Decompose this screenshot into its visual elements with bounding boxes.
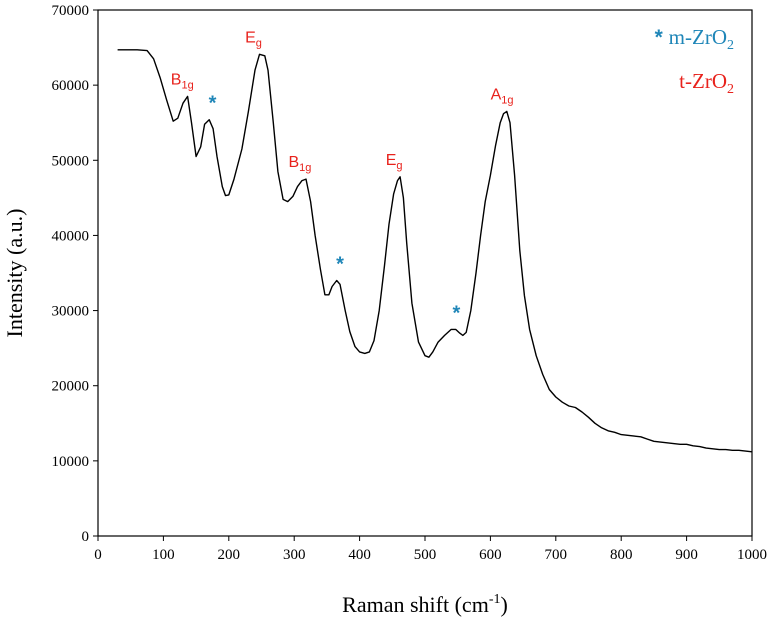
x-tick-label-10: 1000 xyxy=(737,547,767,563)
peak-label-2: B1g xyxy=(289,154,312,174)
ticks: 0 100 200 300 400 500 600 700 800 900 100001000020… xyxy=(52,3,768,563)
x-tick-label-8: 800 xyxy=(610,547,633,563)
y-tick-label-0: 0 xyxy=(82,529,90,545)
x-axis-title: Raman shift (cm-1) xyxy=(342,592,508,617)
legend-entry-1: t-ZrO2 xyxy=(679,69,734,97)
x-tick-label-6: 600 xyxy=(479,547,502,563)
peak-label-1: Eg xyxy=(245,29,262,49)
y-tick-label-4: 40000 xyxy=(52,228,90,244)
axes xyxy=(97,9,753,537)
peak-label-0: B1g xyxy=(171,71,194,91)
series-line-0 xyxy=(117,49,753,453)
m-zro2-marker-1: * xyxy=(336,254,344,276)
y-axis-title: Intensity (a.u.) xyxy=(2,209,27,338)
peak-label-3: Eg xyxy=(386,152,403,172)
annotations: B1g Eg B1g Eg A1g * * * xyxy=(171,29,514,324)
peak-label-4: A1g xyxy=(491,86,514,106)
x-tick-label-9: 900 xyxy=(675,547,698,563)
y-tick-label-2: 20000 xyxy=(52,379,90,395)
axis-titles: Raman shift (cm-1) Intensity (a.u.) xyxy=(2,209,508,617)
legend: * m-ZrO2 t-ZrO2 xyxy=(655,25,734,97)
legend-entry-0: * m-ZrO2 xyxy=(655,25,734,53)
plot-frame xyxy=(97,9,753,537)
y-tick-label-1: 10000 xyxy=(52,454,90,470)
y-tick-label-5: 50000 xyxy=(52,153,90,169)
y-tick-label-6: 60000 xyxy=(52,78,90,94)
m-zro2-marker-2: * xyxy=(453,302,461,324)
y-tick-label-3: 30000 xyxy=(52,304,90,320)
y-tick-label-7: 70000 xyxy=(52,3,90,19)
x-tick-label-7: 700 xyxy=(545,547,568,563)
x-tick-label-5: 500 xyxy=(414,547,437,563)
x-tick-label-0: 0 xyxy=(94,547,102,563)
x-tick-label-4: 400 xyxy=(348,547,371,563)
x-tick-label-3: 300 xyxy=(283,547,306,563)
plot-area xyxy=(117,49,753,453)
x-tick-label-1: 100 xyxy=(152,547,175,563)
m-zro2-marker-0: * xyxy=(209,93,217,115)
x-tick-label-2: 200 xyxy=(218,547,241,563)
